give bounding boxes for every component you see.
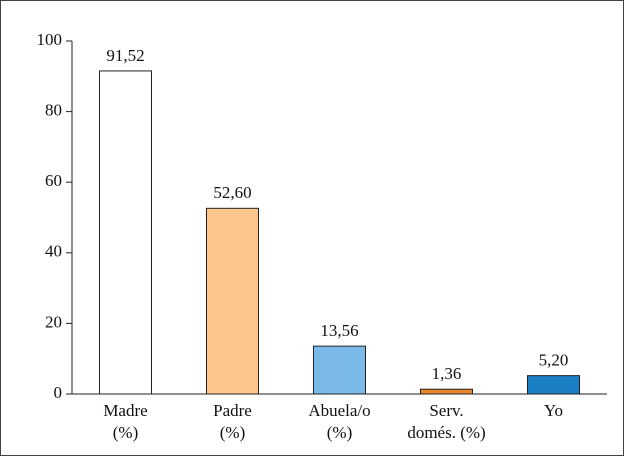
value-label: 91,52 xyxy=(106,46,144,65)
x-tick-label: Padre (%) xyxy=(213,401,252,442)
y-tick-label: 0 xyxy=(54,383,63,402)
y-tick-label: 80 xyxy=(45,101,62,120)
x-tick-label: Abuela/o (%) xyxy=(308,401,370,442)
value-label: 5,20 xyxy=(539,351,569,370)
value-label: 13,56 xyxy=(320,321,358,340)
bar xyxy=(420,388,473,395)
value-label: 52,60 xyxy=(213,183,251,202)
x-tick-label: Madre (%) xyxy=(103,401,147,442)
x-tick-label: Serv. domés. (%) xyxy=(407,401,485,442)
x-tick-label: Yo xyxy=(544,401,563,420)
bar xyxy=(206,207,259,395)
value-label: 1,36 xyxy=(432,364,462,383)
bar xyxy=(313,345,366,395)
bar xyxy=(527,375,580,395)
y-tick-label: 60 xyxy=(45,171,62,190)
y-tick-label: 20 xyxy=(45,312,62,331)
y-tick-label: 100 xyxy=(37,30,63,49)
y-tick-label: 40 xyxy=(45,242,62,261)
bar xyxy=(99,70,152,395)
